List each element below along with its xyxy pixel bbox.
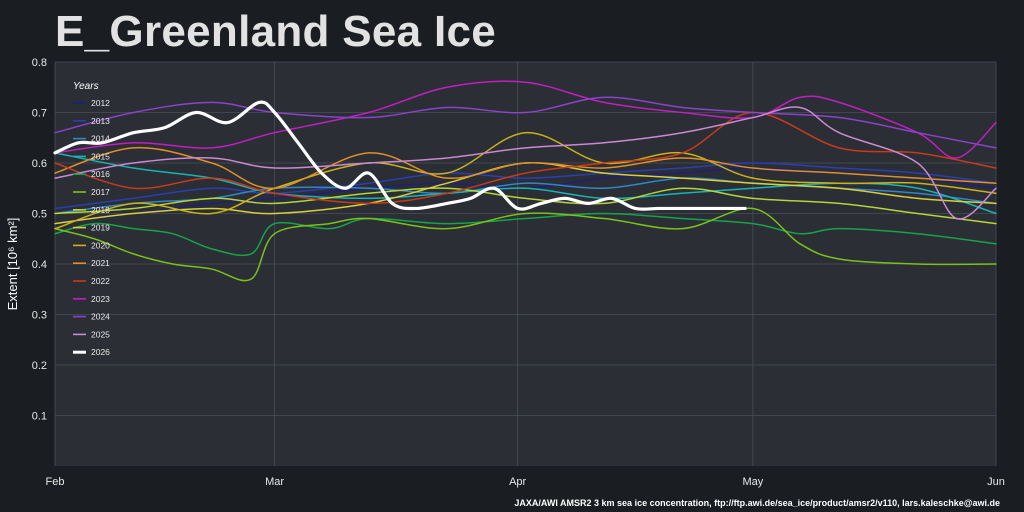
y-axis-label: Extent [10⁶ km²] bbox=[5, 218, 20, 311]
legend-label-2024: 2024 bbox=[91, 312, 110, 322]
series-line-2021 bbox=[54, 146, 997, 190]
legend-label-2026: 2026 bbox=[91, 347, 110, 357]
y-tick-label: 0.7 bbox=[32, 108, 47, 120]
legend-title: Years bbox=[73, 81, 99, 92]
source-credit: JAXA/AWI AMSR2 3 km sea ice concentratio… bbox=[514, 498, 1000, 508]
series-line-2022 bbox=[54, 111, 997, 205]
legend-label-2013: 2013 bbox=[91, 116, 110, 126]
x-tick-label: Apr bbox=[509, 476, 526, 488]
series-line-2024 bbox=[54, 96, 997, 149]
series-line-2020 bbox=[54, 131, 997, 230]
series-line-2018 bbox=[54, 187, 997, 225]
series-layer bbox=[53, 80, 997, 282]
series-line-2025 bbox=[54, 106, 997, 220]
y-tick-label: 0.6 bbox=[32, 158, 47, 170]
y-tick-label: 0.3 bbox=[32, 310, 47, 322]
series-line-2016 bbox=[54, 212, 997, 257]
y-tick-label: 0.2 bbox=[32, 360, 47, 372]
axes: 0.1 0.2 0.3 0.4 0.5 0.6 0.7 0.8 Feb Mar Apr May Jun bbox=[32, 57, 1005, 488]
legend-label-2018: 2018 bbox=[91, 205, 110, 215]
chart-title: E_Greenland Sea Ice bbox=[55, 7, 497, 56]
legend-label-2015: 2015 bbox=[91, 151, 110, 161]
legend-label-2020: 2020 bbox=[91, 240, 110, 250]
legend-label-2017: 2017 bbox=[91, 187, 110, 197]
legend-label-2023: 2023 bbox=[91, 294, 110, 304]
y-tick-label: 0.5 bbox=[32, 209, 47, 221]
x-tick-label: Jun bbox=[987, 476, 1005, 488]
y-tick-label: 0.4 bbox=[32, 259, 47, 271]
legend-label-2019: 2019 bbox=[91, 223, 110, 233]
legend-label-2021: 2021 bbox=[91, 258, 110, 268]
series-line-2013 bbox=[54, 162, 997, 210]
legend-label-2025: 2025 bbox=[91, 329, 110, 339]
x-tick-label: May bbox=[743, 476, 764, 488]
series-line-2026 bbox=[53, 100, 747, 211]
legend: Years 2012 2013 2014 2015 2016 2017 2018 2019 20… bbox=[73, 81, 110, 357]
legend-label-2012: 2012 bbox=[91, 98, 110, 108]
x-tick-label: Mar bbox=[265, 476, 284, 488]
x-tick-label: Feb bbox=[46, 476, 65, 488]
legend-label-2014: 2014 bbox=[91, 134, 110, 144]
series-line-2017 bbox=[54, 207, 997, 282]
legend-label-2022: 2022 bbox=[91, 276, 110, 286]
y-tick-label: 0.8 bbox=[32, 57, 47, 69]
y-tick-label: 0.1 bbox=[32, 411, 47, 423]
legend-label-2016: 2016 bbox=[91, 169, 110, 179]
